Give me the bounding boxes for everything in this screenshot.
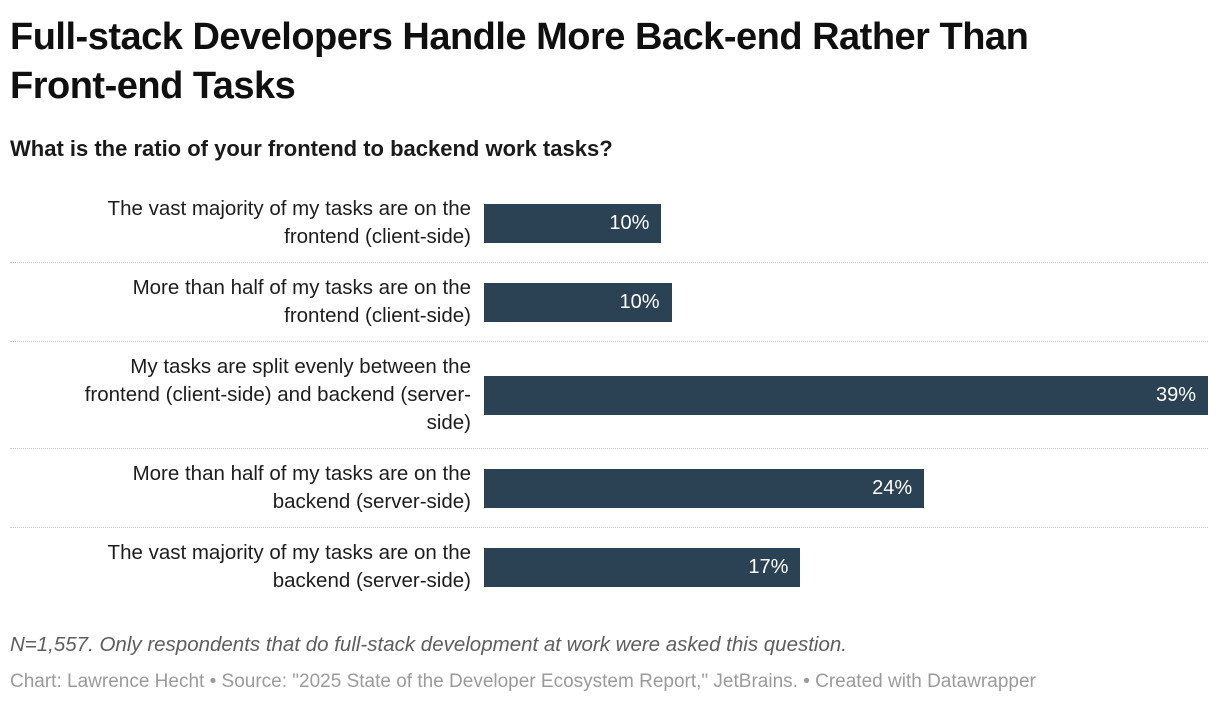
category-label: My tasks are split evenly between the fr… bbox=[84, 355, 471, 434]
chart-row: The vast majority of my tasks are on the… bbox=[10, 184, 1208, 262]
category-label: The vast majority of my tasks are on the… bbox=[107, 541, 471, 592]
chart-notes: N=1,557. Only respondents that do full-s… bbox=[10, 633, 847, 656]
value-label: 24% bbox=[872, 476, 913, 499]
bar: 24% bbox=[484, 468, 925, 508]
chart-credit: Chart: Lawrence Hecht • Source: "2025 St… bbox=[10, 671, 1036, 692]
bar-chart: The vast majority of my tasks are on the… bbox=[10, 184, 1208, 606]
value-label: 10% bbox=[609, 211, 650, 234]
bar-area: 24% bbox=[484, 468, 1208, 508]
bar-area: 39% bbox=[484, 375, 1208, 415]
category-label: More than half of my tasks are on the ba… bbox=[132, 462, 471, 513]
bar: 39% bbox=[484, 375, 1208, 415]
chart-subtitle: What is the ratio of your frontend to ba… bbox=[10, 136, 613, 161]
bar-area: 10% bbox=[484, 203, 1208, 243]
bar: 10% bbox=[484, 203, 662, 243]
chart-row: My tasks are split evenly between the fr… bbox=[10, 341, 1208, 448]
value-label: 39% bbox=[1155, 383, 1196, 406]
bar: 10% bbox=[484, 282, 672, 322]
bar-area: 10% bbox=[484, 282, 1208, 322]
chart-row: The vast majority of my tasks are on the… bbox=[10, 527, 1208, 606]
category-label: The vast majority of my tasks are on the… bbox=[107, 197, 471, 248]
category-label: More than half of my tasks are on the fr… bbox=[132, 276, 471, 327]
value-label: 10% bbox=[619, 290, 660, 313]
bar-area: 17% bbox=[484, 547, 1208, 587]
chart-row: More than half of my tasks are on the fr… bbox=[10, 262, 1208, 341]
chart-row: More than half of my tasks are on the ba… bbox=[10, 448, 1208, 527]
chart-title: Full-stack Developers Handle More Back-e… bbox=[10, 16, 1029, 107]
value-label: 17% bbox=[748, 555, 789, 578]
bar: 17% bbox=[484, 547, 801, 587]
